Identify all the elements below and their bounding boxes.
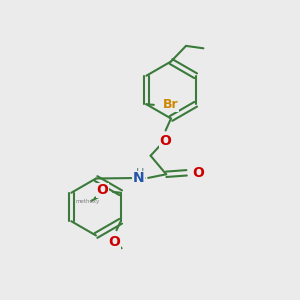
Text: O: O [192,166,204,180]
Text: N: N [132,172,144,185]
Text: O: O [108,235,120,249]
Text: O: O [96,183,108,197]
Text: H: H [136,168,144,178]
Text: O: O [160,134,172,148]
Text: Br: Br [163,98,178,111]
Text: methoxy: methoxy [76,199,100,204]
